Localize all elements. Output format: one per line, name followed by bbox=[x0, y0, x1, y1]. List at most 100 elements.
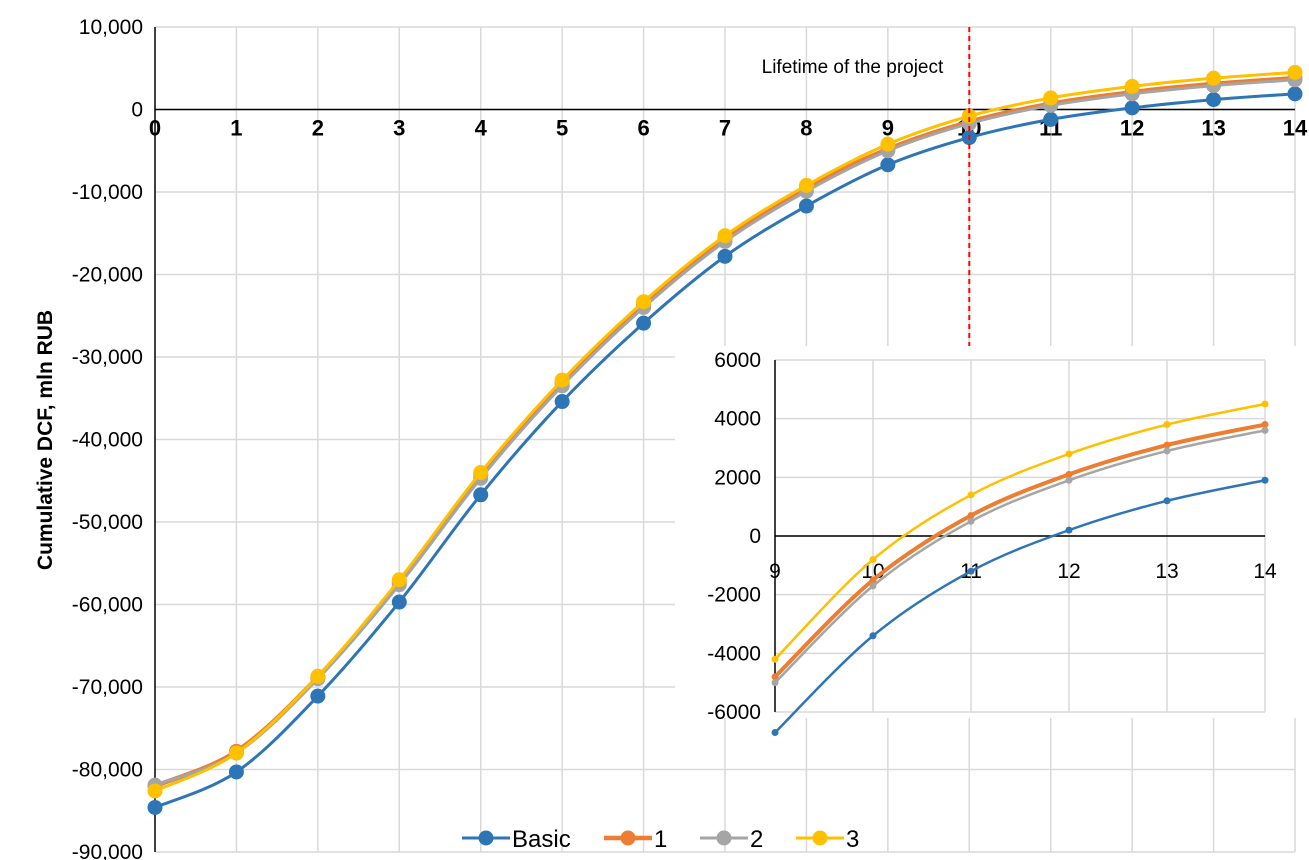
data-point-basic bbox=[798, 198, 814, 214]
data-point-3 bbox=[880, 136, 896, 152]
data-point-3 bbox=[1206, 70, 1222, 86]
lifetime-annotation: Lifetime of the project bbox=[762, 57, 944, 78]
data-point-basic bbox=[473, 487, 489, 503]
inset-data-point-basic bbox=[771, 729, 779, 737]
x-tick-label: 2 bbox=[312, 116, 324, 141]
y-tick-label: -80,000 bbox=[72, 759, 143, 782]
inset-data-point-2 bbox=[1065, 476, 1073, 484]
y-tick-label: -60,000 bbox=[72, 594, 143, 617]
inset-data-point-2 bbox=[1163, 447, 1171, 455]
inset-data-point-1 bbox=[1261, 421, 1269, 429]
data-point-3 bbox=[636, 294, 652, 310]
inset-data-point-2 bbox=[967, 517, 975, 525]
inset-data-point-2 bbox=[1261, 426, 1269, 434]
data-point-3 bbox=[228, 745, 244, 761]
inset-x-tick-label: 9 bbox=[769, 560, 781, 583]
data-point-3 bbox=[1043, 90, 1059, 106]
data-point-3 bbox=[798, 177, 814, 193]
inset-data-point-2 bbox=[869, 582, 877, 590]
legend-marker-basic bbox=[478, 830, 494, 846]
inset-data-point-3 bbox=[1065, 450, 1073, 458]
inset-y-tick-label: -2000 bbox=[707, 584, 761, 607]
series-line-2 bbox=[153, 78, 1297, 787]
legend: Basic 1 2 3 bbox=[462, 826, 859, 853]
data-point-3 bbox=[473, 465, 489, 480]
data-point-basic bbox=[636, 315, 652, 331]
legend-marker-2 bbox=[716, 830, 732, 846]
data-point-3 bbox=[310, 668, 326, 684]
data-point-3 bbox=[147, 783, 163, 799]
inset-series-line-1 bbox=[773, 422, 1267, 679]
legend-label-3: 3 bbox=[846, 826, 859, 853]
inset-data-point-basic bbox=[1065, 526, 1073, 534]
x-tick-label: 4 bbox=[475, 116, 488, 141]
data-point-basic bbox=[228, 764, 244, 780]
x-tick-label: 13 bbox=[1201, 116, 1225, 141]
data-point-basic bbox=[310, 688, 326, 704]
inset-data-point-3 bbox=[1163, 421, 1171, 429]
data-point-basic bbox=[880, 157, 896, 173]
inset-data-point-3 bbox=[1261, 400, 1269, 408]
x-tick-label: 7 bbox=[719, 116, 731, 141]
inset-data-point-1 bbox=[869, 576, 877, 584]
inset-data-point-1 bbox=[1163, 441, 1171, 449]
y-tick-label: 0 bbox=[131, 99, 143, 122]
inset-y-tick-label: 6000 bbox=[714, 349, 761, 372]
data-point-basic bbox=[554, 394, 570, 410]
y-tick-label: -10,000 bbox=[72, 181, 143, 204]
inset-y-tick-label: 4000 bbox=[714, 408, 761, 431]
legend-marker-3 bbox=[812, 830, 828, 846]
inset-data-point-1 bbox=[1065, 470, 1073, 478]
data-point-3 bbox=[717, 228, 733, 244]
data-point-basic bbox=[1206, 92, 1222, 108]
inset-data-point-1 bbox=[967, 511, 975, 519]
x-tick-label: 6 bbox=[637, 116, 649, 141]
y-tick-label: -50,000 bbox=[72, 511, 143, 534]
inset-data-point-1 bbox=[771, 673, 779, 681]
y-tick-label: -40,000 bbox=[72, 429, 143, 452]
data-point-3 bbox=[961, 108, 977, 124]
inset-x-tick-label: 14 bbox=[1253, 560, 1277, 583]
inset-data-point-basic bbox=[1163, 497, 1171, 505]
data-point-basic bbox=[147, 799, 163, 815]
y-axis-title: Cumulative DCF, mln RUB bbox=[34, 310, 57, 570]
inset-background bbox=[675, 346, 1301, 718]
y-tick-label: -70,000 bbox=[72, 676, 143, 699]
x-tick-label: 8 bbox=[800, 116, 812, 141]
inset-data-point-3 bbox=[967, 491, 975, 499]
legend-marker-1 bbox=[620, 830, 636, 846]
inset-data-point-2 bbox=[771, 679, 779, 687]
data-point-3 bbox=[1287, 64, 1303, 80]
data-point-basic bbox=[391, 594, 407, 610]
inset-series-line-3 bbox=[773, 402, 1267, 661]
data-point-basic bbox=[717, 248, 733, 264]
y-tick-label: 10,000 bbox=[79, 16, 143, 39]
inset-data-point-3 bbox=[771, 655, 779, 663]
y-tick-label: -90,000 bbox=[72, 841, 143, 860]
x-tick-label: 1 bbox=[230, 116, 242, 141]
x-tick-label: 9 bbox=[882, 116, 894, 141]
inset-data-point-basic bbox=[869, 632, 877, 640]
data-point-basic bbox=[1287, 86, 1303, 102]
inset-y-tick-label: 0 bbox=[749, 525, 761, 548]
x-tick-label: 0 bbox=[149, 116, 161, 141]
x-tick-label: 12 bbox=[1120, 116, 1144, 141]
data-point-basic bbox=[1043, 111, 1059, 127]
x-tick-label: 14 bbox=[1283, 116, 1308, 141]
inset-x-tick-label: 12 bbox=[1057, 560, 1080, 583]
legend-label-basic: Basic bbox=[512, 826, 571, 853]
data-point-basic bbox=[1124, 100, 1140, 116]
inset-y-tick-label: -4000 bbox=[707, 642, 761, 665]
inset-data-point-basic bbox=[967, 567, 975, 575]
y-tick-label: -20,000 bbox=[72, 264, 143, 287]
inset-x-tick-label: 13 bbox=[1155, 560, 1178, 583]
series-line-basic bbox=[153, 92, 1297, 809]
legend-label-1: 1 bbox=[654, 826, 667, 853]
series-line-3 bbox=[153, 70, 1297, 793]
inset-y-tick-label: 2000 bbox=[714, 466, 761, 489]
x-tick-label: 3 bbox=[393, 116, 405, 141]
inset-series-line-2 bbox=[773, 429, 1267, 684]
data-point-3 bbox=[1124, 78, 1140, 94]
